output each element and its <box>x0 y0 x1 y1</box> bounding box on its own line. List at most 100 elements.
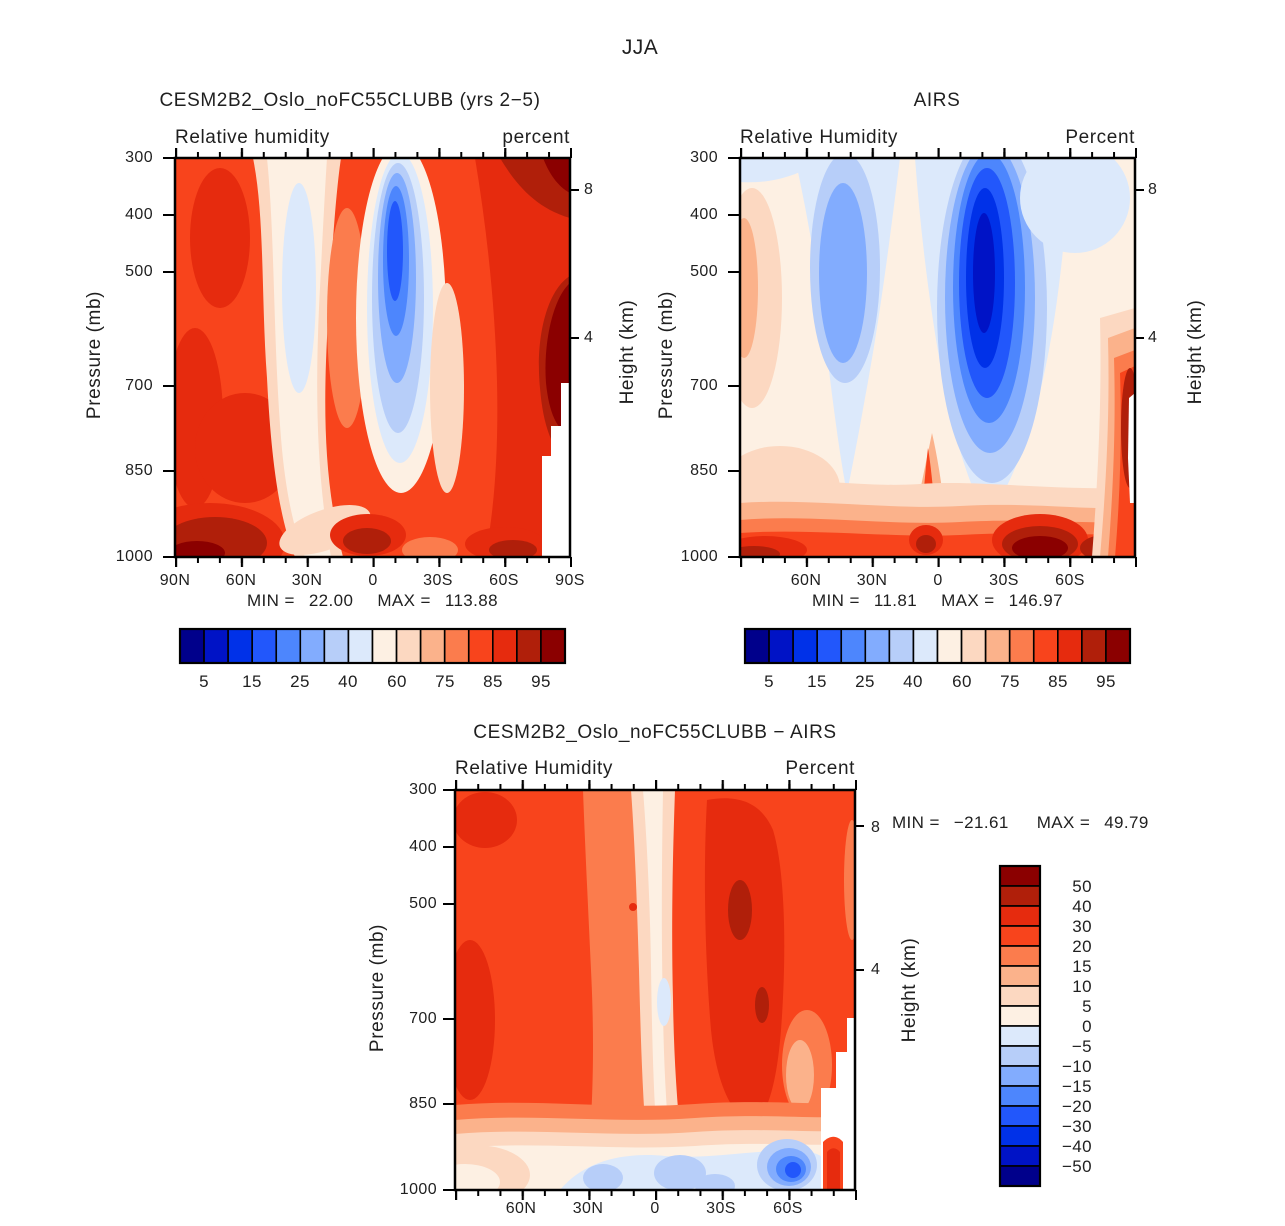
model-axis-ticks <box>163 148 579 567</box>
diff-ylabel: Pressure (mb) <box>367 923 388 1053</box>
airs-ytick: 400 <box>690 206 718 223</box>
diff-y2label: Height (km) <box>899 937 920 1043</box>
model-cbar-label: 60 <box>387 672 407 691</box>
min-label: MIN = <box>247 591 295 610</box>
diff-cbar-label: −5 <box>1071 1037 1092 1056</box>
diff-xtick: 30N <box>572 1200 604 1217</box>
airs-max-value: 146.97 <box>1008 591 1063 610</box>
diff-field-label: Relative Humidity <box>455 758 614 779</box>
diff-ytick: 700 <box>409 1010 437 1027</box>
model-ylabel: Pressure (mb) <box>84 290 105 420</box>
airs-terrain-mask <box>1128 393 1135 503</box>
airs-ytick: 500 <box>690 263 718 280</box>
model-cbar-label: 5 <box>199 672 209 691</box>
diff-ytick: 400 <box>409 838 437 855</box>
model-min-value: 22.00 <box>308 591 354 610</box>
airs-colorbar <box>743 627 1132 665</box>
airs-ytick: 300 <box>690 149 718 166</box>
diff-max-value: 49.79 <box>1104 813 1149 832</box>
min-label: MIN = <box>812 591 860 610</box>
model-plot-border <box>173 156 572 559</box>
model-xtick: 90N <box>159 572 191 589</box>
max-label: MAX = <box>377 591 431 610</box>
diff-xtick: 60N <box>505 1200 537 1217</box>
airs-plot-border <box>738 156 1137 559</box>
airs-ytick: 1000 <box>680 548 718 565</box>
airs-y2tick: 8 <box>1148 181 1158 198</box>
model-units-label: percent <box>502 127 570 148</box>
airs-axis-ticks <box>728 148 1144 567</box>
model-stats: MIN = 22.00 MAX = 113.88 <box>175 591 570 611</box>
airs-subtitle-row: Relative Humidity Percent <box>740 127 1135 149</box>
model-y2tick: 8 <box>584 181 594 198</box>
max-label: MAX = <box>1036 813 1091 832</box>
airs-ytick: 850 <box>690 462 718 479</box>
model-cbar-label: 25 <box>290 672 310 691</box>
model-ytick: 850 <box>125 462 153 479</box>
model-xtick: 90S <box>555 572 585 589</box>
model-colorbar <box>178 627 567 665</box>
model-xtick: 30S <box>423 572 453 589</box>
airs-field-label: Relative Humidity <box>740 127 899 148</box>
diff-contour-field <box>455 790 855 1190</box>
diff-cbar-label: −40 <box>1061 1137 1092 1156</box>
airs-ytick: 700 <box>690 377 718 394</box>
model-cbar-label: 95 <box>531 672 551 691</box>
diff-y2tick: 8 <box>871 819 881 836</box>
diff-colorbar <box>998 864 1042 1188</box>
model-xtick: 60N <box>225 572 257 589</box>
model-ytick: 500 <box>125 263 153 280</box>
diff-axis-ticks <box>443 780 864 1200</box>
airs-cbar-label: 85 <box>1048 672 1068 691</box>
diff-cbar-label: 0 <box>1082 1017 1092 1036</box>
model-title: CESM2B2_Oslo_noFC55CLUBB (yrs 2−5) <box>159 90 541 111</box>
diff-cbar-label: −30 <box>1061 1117 1092 1136</box>
diff-ytick: 1000 <box>399 1181 437 1198</box>
airs-xtick: 30S <box>989 572 1019 589</box>
diff-cbar-label: 50 <box>1072 877 1092 896</box>
airs-xtick: 30N <box>856 572 888 589</box>
diff-cbar-label: −10 <box>1061 1057 1092 1076</box>
diff-plot-border <box>453 788 857 1192</box>
diff-ytick: 850 <box>409 1095 437 1112</box>
diff-stats: MIN = −21.61 MAX = 49.79 <box>892 813 1149 833</box>
diff-cbar-label: 15 <box>1072 957 1092 976</box>
model-cbar-label: 75 <box>435 672 455 691</box>
airs-stats: MIN = 11.81 MAX = 146.97 <box>740 591 1135 611</box>
airs-cbar-label: 95 <box>1096 672 1116 691</box>
airs-cbar-label: 75 <box>1000 672 1020 691</box>
diff-cbar-label: −20 <box>1061 1097 1092 1116</box>
airs-y2label: Height (km) <box>1185 299 1206 405</box>
diff-cbar-label: 10 <box>1072 977 1092 996</box>
model-contour-field <box>175 158 570 557</box>
model-ytick: 400 <box>125 206 153 223</box>
diff-cbar-label: 20 <box>1072 937 1092 956</box>
model-ytick: 300 <box>125 149 153 166</box>
model-ytick: 700 <box>125 377 153 394</box>
model-cbar-label: 15 <box>242 672 262 691</box>
airs-panel-plot <box>728 148 1144 567</box>
model-xtick: 30N <box>291 572 323 589</box>
diff-cbar-label: 40 <box>1072 897 1092 916</box>
airs-xtick: 0 <box>933 572 943 589</box>
diff-panel-plot <box>443 780 864 1200</box>
diff-title: CESM2B2_Oslo_noFC55CLUBB − AIRS <box>473 722 837 743</box>
airs-cbar-label: 60 <box>952 672 972 691</box>
airs-cbar-label: 5 <box>764 672 774 691</box>
model-panel-plot <box>163 148 579 567</box>
diff-cbar-label: 5 <box>1082 997 1092 1016</box>
diff-ytick: 300 <box>409 781 437 798</box>
model-cbar-label: 40 <box>338 672 358 691</box>
airs-cbar-label: 40 <box>903 672 923 691</box>
model-max-value: 113.88 <box>444 591 498 610</box>
model-xtick: 0 <box>368 572 378 589</box>
diff-cbar-label: −15 <box>1061 1077 1092 1096</box>
max-label: MAX = <box>941 591 995 610</box>
diff-xtick: 30S <box>706 1200 736 1217</box>
diff-cbar-label: 30 <box>1072 917 1092 936</box>
diff-min-value: −21.61 <box>953 813 1009 832</box>
airs-cbar-label: 15 <box>807 672 827 691</box>
diff-subtitle-row: Relative Humidity Percent <box>455 758 855 780</box>
model-y2label: Height (km) <box>617 299 638 405</box>
